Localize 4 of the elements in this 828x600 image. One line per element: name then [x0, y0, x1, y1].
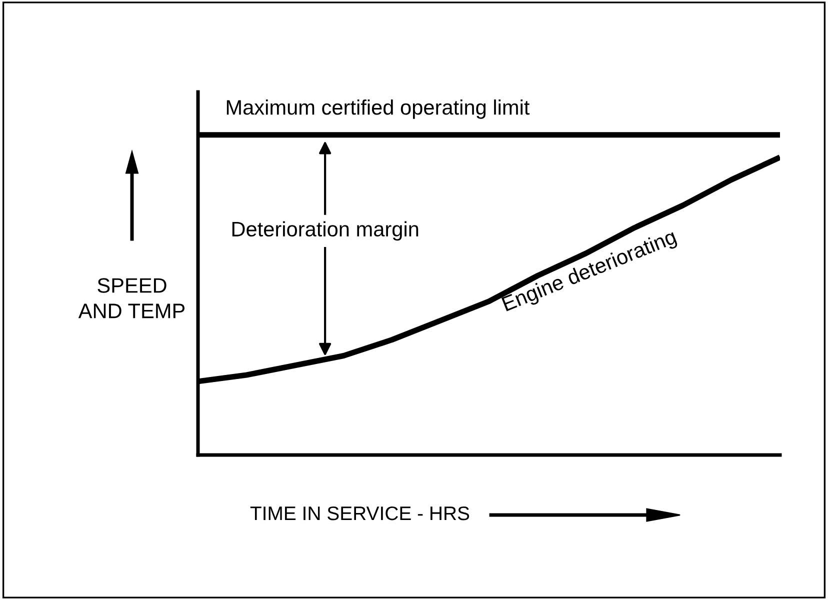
annotation: Deterioration margin — [232, 221, 418, 241]
x-axis-title: TIME IN SERVICE - HRS — [250, 506, 470, 520]
y-axis-title: SPEED AND TEMP — [78, 278, 185, 318]
series-label: Maximum certified operating limit — [226, 99, 530, 119]
